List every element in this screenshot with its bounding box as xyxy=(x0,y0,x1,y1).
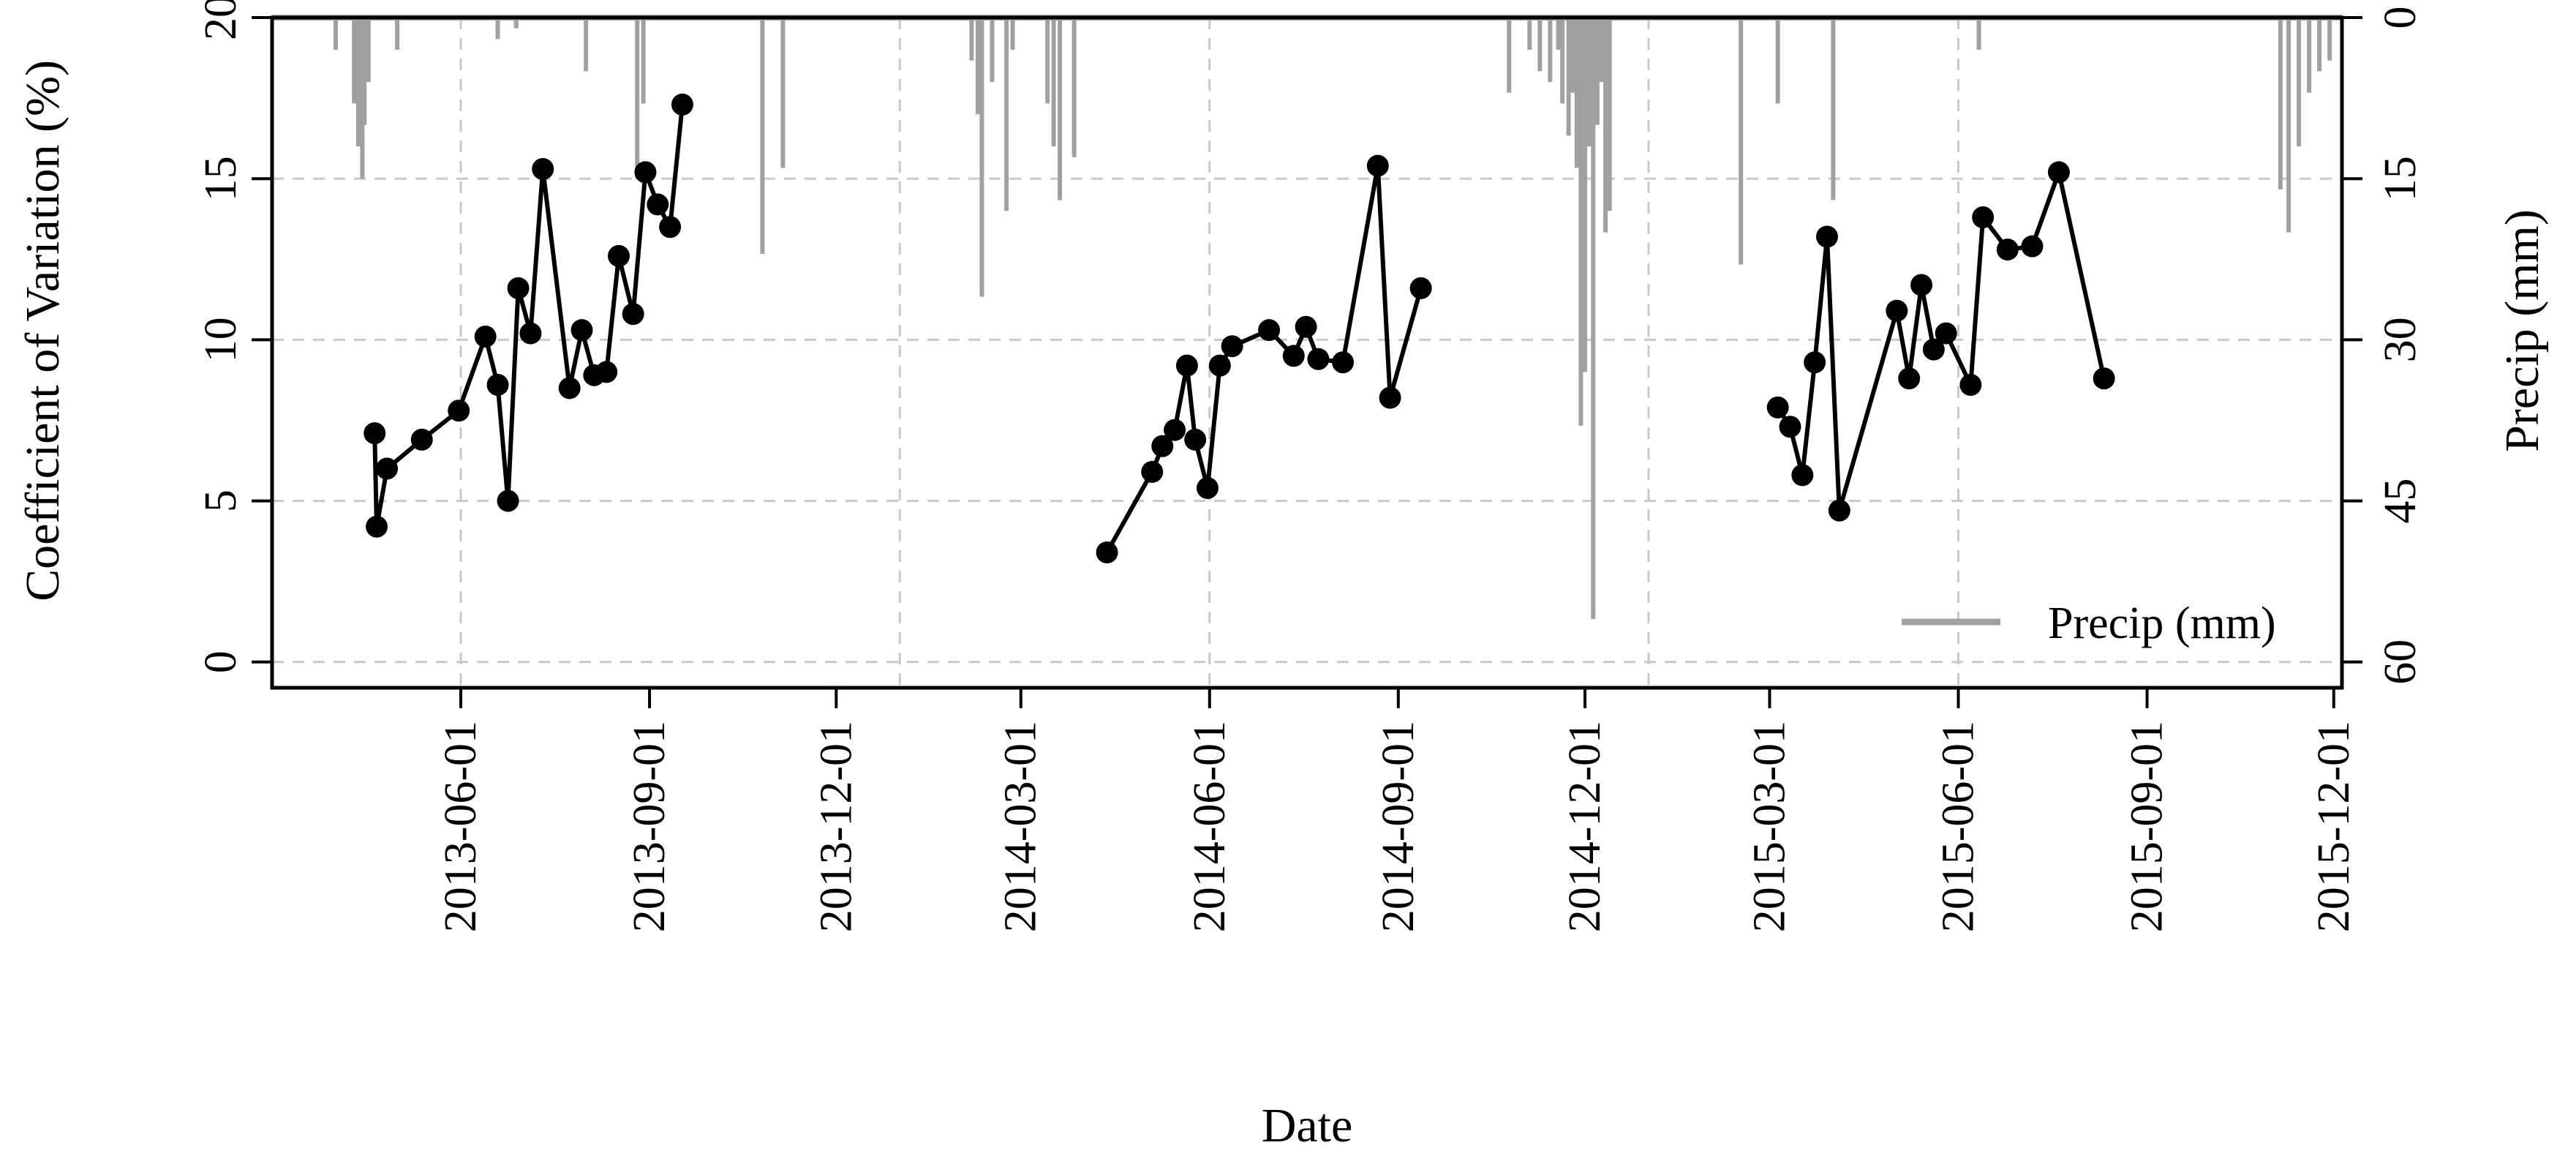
x-tick-label: 2014-06-01 xyxy=(1185,721,1235,932)
cv-point xyxy=(1910,274,1933,296)
x-tick-label: 2015-06-01 xyxy=(1934,721,1984,932)
cv-point xyxy=(647,193,669,216)
cv-point xyxy=(448,399,470,422)
cv-point xyxy=(474,325,497,348)
cv-point xyxy=(1295,315,1317,338)
cv-point xyxy=(1141,460,1164,483)
cv-point xyxy=(622,303,644,326)
cv-point xyxy=(410,428,433,451)
cv-point xyxy=(1828,499,1850,522)
cv-point xyxy=(1164,419,1186,441)
cv-point xyxy=(1898,367,1921,390)
cv-point xyxy=(507,277,530,299)
y2-tick-label: 0 xyxy=(2376,7,2425,29)
axes: 0 5 10 15 20 0 15 30 45 60 2013-06-01 2013-09-01 201… xyxy=(196,0,2425,932)
y2-tick-label: 30 xyxy=(2376,317,2425,362)
y2-tick-label: 45 xyxy=(2376,479,2425,524)
y-tick-label: 0 xyxy=(196,650,246,673)
cv-point xyxy=(1886,299,1908,322)
x-tick-label: 2013-12-01 xyxy=(811,721,861,932)
cv-point xyxy=(2047,161,2070,184)
cv-point xyxy=(1175,354,1198,377)
y2-tick-label: 15 xyxy=(2376,156,2425,201)
y-tick-label: 5 xyxy=(196,489,246,512)
y2-axis-title: Precip (mm) xyxy=(2496,209,2549,452)
cv-point xyxy=(366,515,388,538)
cv-point xyxy=(570,319,593,342)
cv-point xyxy=(1096,541,1118,564)
cv-point xyxy=(1972,206,1995,229)
legend-label-precip: Precip (mm) xyxy=(2048,598,2276,648)
cv-point xyxy=(486,374,509,397)
cv-point xyxy=(1332,351,1355,374)
x-tick-label: 2013-09-01 xyxy=(625,721,674,932)
cv-point xyxy=(608,244,630,267)
x-tick-label: 2013-06-01 xyxy=(436,721,486,932)
cv-point xyxy=(1766,396,1789,419)
cv-point xyxy=(659,216,682,239)
y-tick-label: 15 xyxy=(196,156,246,201)
cv-series xyxy=(364,93,2115,564)
cv-point xyxy=(376,457,399,480)
cv-point xyxy=(1791,464,1814,487)
cv-point xyxy=(1307,348,1330,370)
cv-point xyxy=(1409,277,1432,299)
cv-point xyxy=(1935,322,1957,345)
cv-point xyxy=(1282,345,1305,367)
cv-point xyxy=(1379,386,1401,409)
x-tick-label: 2014-03-01 xyxy=(996,721,1046,932)
x-tick-label: 2014-12-01 xyxy=(1560,721,1610,932)
cv-point xyxy=(1208,354,1231,377)
y-axis-title: Coefficient of Variation (%) xyxy=(16,60,69,601)
cv-point xyxy=(1996,239,2019,261)
x-tick-label: 2014-09-01 xyxy=(1374,721,1423,932)
cv-point xyxy=(1959,374,1982,397)
y2-tick-label: 60 xyxy=(2376,639,2425,685)
x-axis-title: Date xyxy=(1262,1099,1353,1152)
cv-point xyxy=(1258,319,1281,342)
x-tick-label: 2015-12-01 xyxy=(2309,721,2359,932)
cv-point xyxy=(1779,416,1801,438)
cv-point xyxy=(364,422,386,445)
cv-point xyxy=(558,377,581,399)
cv-point xyxy=(1151,435,1174,457)
cv-point xyxy=(1196,476,1219,499)
x-tick-label: 2015-03-01 xyxy=(1744,721,1794,932)
cv-point xyxy=(497,489,519,512)
legend: Precip (mm) xyxy=(1902,598,2276,648)
x-tick-label: 2015-09-01 xyxy=(2123,721,2172,932)
cv-point xyxy=(519,322,542,345)
cv-point xyxy=(1816,225,1839,248)
cv-point xyxy=(671,93,693,116)
cv-point xyxy=(1366,154,1389,177)
cv-line xyxy=(1104,163,1423,554)
cv-point xyxy=(595,361,618,383)
cv-point xyxy=(1922,338,1945,361)
cv-point xyxy=(2021,235,2044,258)
cv-point xyxy=(532,157,554,180)
cv-point xyxy=(1184,428,1207,451)
y-tick-label: 20 xyxy=(196,0,246,40)
cv-point xyxy=(2093,367,2115,390)
plot-frame xyxy=(270,15,2344,690)
y-tick-label: 10 xyxy=(196,317,246,362)
grid-lines xyxy=(272,16,2342,688)
cv-point xyxy=(1804,351,1826,374)
cv-point xyxy=(1221,335,1243,358)
cv-point xyxy=(634,161,657,184)
